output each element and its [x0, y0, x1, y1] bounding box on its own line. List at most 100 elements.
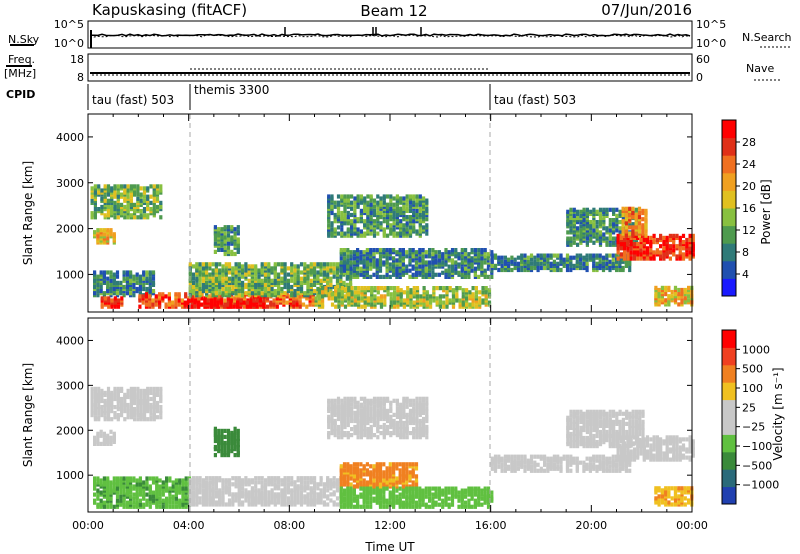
power-cell	[628, 212, 632, 218]
power-cell	[273, 278, 277, 283]
velocity-cell	[296, 484, 300, 489]
power-cell	[434, 258, 438, 263]
power-cell	[277, 272, 281, 277]
power-cell	[461, 300, 465, 305]
power-cell	[595, 224, 599, 229]
velocity-cell	[327, 398, 331, 403]
power-cell	[385, 272, 389, 277]
velocity-cell	[231, 482, 235, 487]
power-colorbar-label: Power [dB]	[759, 179, 773, 244]
power-cell	[339, 268, 343, 273]
power-cell	[329, 262, 333, 267]
velocity-cell	[133, 390, 137, 395]
power-cell	[369, 194, 373, 199]
velocity-cell	[303, 476, 307, 481]
velocity-cell	[395, 410, 399, 415]
velocity-cell	[290, 480, 294, 485]
power-cell	[97, 207, 101, 212]
power-cell	[129, 270, 133, 275]
power-cell	[402, 227, 406, 232]
power-cell	[214, 262, 218, 267]
power-cell	[379, 294, 384, 299]
power-cell	[382, 219, 386, 224]
power-cell	[652, 233, 656, 238]
power-cell	[340, 215, 344, 220]
velocity-cell	[234, 476, 238, 481]
velocity-cell	[142, 492, 146, 497]
velocity-cell	[346, 422, 350, 428]
power-cell	[343, 212, 347, 218]
power-cell	[378, 254, 383, 259]
power-cell	[234, 278, 238, 283]
power-cell	[356, 217, 360, 222]
power-cell	[401, 250, 405, 255]
power-cell	[293, 264, 297, 269]
power-cell	[473, 250, 477, 255]
velocity-cell	[237, 476, 241, 481]
velocity-cell	[139, 411, 143, 416]
power-cell	[327, 215, 331, 220]
velocity-cell	[335, 486, 340, 491]
velocity-cell	[372, 412, 377, 417]
power-cell	[376, 217, 380, 222]
power-cell	[283, 272, 287, 277]
power-cell	[395, 206, 399, 211]
velocity-cell	[191, 490, 196, 495]
velocity-cell	[146, 386, 150, 391]
power-cell	[552, 267, 556, 273]
power-cell	[681, 233, 686, 238]
power-cell	[673, 292, 678, 297]
power-cell	[477, 274, 481, 279]
power-cell	[149, 211, 153, 216]
power-cell	[445, 300, 449, 305]
power-cell	[602, 226, 606, 231]
velocity-cell	[138, 476, 142, 481]
power-cell	[402, 290, 406, 295]
velocity-cell	[109, 429, 113, 434]
power-cell	[365, 248, 369, 253]
power-cell	[233, 227, 237, 232]
power-cell	[346, 227, 350, 232]
velocity-cell	[277, 500, 281, 505]
power-cell	[602, 238, 606, 243]
power-cell	[203, 298, 207, 303]
velocity-cell	[260, 484, 264, 489]
velocity-cell	[221, 478, 225, 483]
velocity-cell	[103, 398, 107, 404]
power-cell	[159, 200, 163, 205]
velocity-cell	[236, 449, 240, 454]
power-cell	[402, 233, 406, 238]
power-cell	[493, 263, 498, 268]
power-cell	[414, 260, 419, 265]
power-cell	[412, 215, 416, 220]
power-cell	[639, 248, 643, 253]
power-cell	[605, 261, 609, 266]
power-cell	[109, 289, 113, 294]
velocity-cell	[392, 418, 396, 424]
power-cell	[672, 244, 676, 249]
power-cell	[386, 286, 390, 291]
power-cell	[636, 242, 640, 247]
power-cell	[592, 234, 596, 239]
velocity-cell	[273, 482, 277, 487]
power-cell	[386, 233, 390, 238]
power-cell	[608, 242, 612, 247]
power-cell	[566, 238, 570, 243]
power-cell	[177, 292, 181, 297]
power-cell	[569, 218, 573, 223]
power-cell	[110, 211, 114, 216]
power-cell	[405, 217, 409, 222]
power-cell	[350, 200, 354, 205]
power-cell	[123, 207, 127, 212]
power-cell	[372, 204, 377, 209]
power-cell	[460, 260, 464, 265]
power-cell	[595, 261, 599, 266]
power-cell	[343, 194, 347, 199]
power-cell	[442, 294, 446, 299]
power-cell	[126, 207, 130, 212]
power-cell	[102, 291, 106, 296]
velocity-cell	[372, 433, 377, 438]
power-cell	[349, 250, 353, 255]
power-cell	[145, 270, 149, 275]
power-cell	[195, 282, 199, 287]
